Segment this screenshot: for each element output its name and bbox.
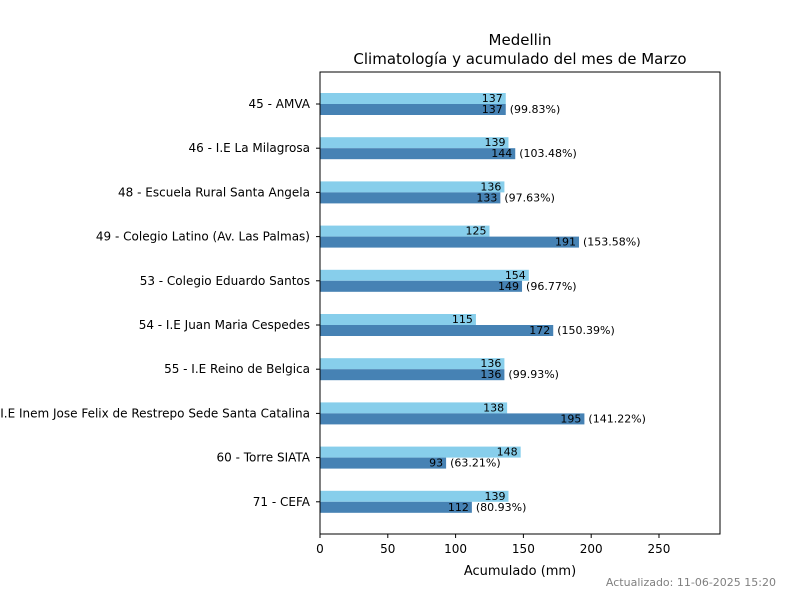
x-tick-label: 100 <box>444 542 467 556</box>
bar-climatology <box>320 269 529 281</box>
bar-value-accumulated: 195 <box>560 412 581 425</box>
bar-value-accumulated: 137 <box>482 103 503 116</box>
bar-climatology <box>320 137 509 149</box>
bar-percent-label: (153.58%) <box>583 236 641 249</box>
bar-percent-label: (99.93%) <box>508 368 559 381</box>
bar-percent-label: (97.63%) <box>504 191 555 204</box>
bar-climatology <box>320 446 521 458</box>
bar-value-accumulated: 133 <box>476 191 497 204</box>
category-label: 46 - I.E La Milagrosa <box>189 141 310 155</box>
bar-accumulated <box>320 148 516 160</box>
category-label: 54 - I.E Juan Maria Cespedes <box>139 318 310 332</box>
bar-accumulated <box>320 280 523 292</box>
bar-value-accumulated: 144 <box>491 147 512 160</box>
category-label: 57 - I.E Inem Jose Felix de Restrepo Sed… <box>0 406 310 420</box>
bar-value-climatology: 115 <box>452 313 473 326</box>
bar-value-climatology: 125 <box>465 225 486 238</box>
bar-accumulated <box>320 369 505 381</box>
bar-value-accumulated: 149 <box>498 280 519 293</box>
bar-value-climatology: 137 <box>482 92 503 105</box>
x-axis: 0 50 100 150 200 250 <box>316 534 670 556</box>
category-label: 49 - Colegio Latino (Av. Las Palmas) <box>96 230 310 244</box>
chart-title-line-1: Medellin <box>489 31 552 49</box>
x-tick-label: 200 <box>580 542 603 556</box>
x-tick-label: 250 <box>648 542 671 556</box>
bar-value-accumulated: 112 <box>448 501 469 514</box>
bar-accumulated <box>320 501 472 513</box>
x-axis-label: Acumulado (mm) <box>464 564 576 579</box>
bar-value-climatology: 139 <box>484 136 505 149</box>
bar-value-accumulated: 93 <box>429 457 443 470</box>
bar-accumulated <box>320 236 579 248</box>
updated-timestamp: Actualizado: 11-06-2025 15:20 <box>606 576 776 589</box>
bar-value-accumulated: 191 <box>555 236 576 249</box>
bar-value-accumulated: 136 <box>480 368 501 381</box>
bar-value-climatology: 139 <box>484 490 505 503</box>
bar-accumulated <box>320 457 447 469</box>
bar-percent-label: (63.21%) <box>450 457 501 470</box>
category-label: 60 - Torre SIATA <box>217 451 311 465</box>
bar-value-accumulated: 172 <box>529 324 550 337</box>
x-tick-label: 0 <box>316 542 324 556</box>
bar-accumulated <box>320 192 501 204</box>
x-tick-label: 50 <box>380 542 395 556</box>
bar-accumulated <box>320 104 506 115</box>
bar-accumulated <box>320 325 554 336</box>
chart-title-line-2: Climatología y acumulado del mes de Marz… <box>353 50 686 68</box>
category-label: 53 - Colegio Eduardo Santos <box>140 274 310 288</box>
bar-percent-label: (96.77%) <box>526 280 577 293</box>
bar-percent-label: (103.48%) <box>519 147 577 160</box>
plot-frame <box>319 71 721 535</box>
bar-value-climatology: 154 <box>505 269 526 282</box>
bar-climatology <box>320 490 509 502</box>
bar-climatology <box>320 181 505 193</box>
category-label: 48 - Escuela Rural Santa Angela <box>118 185 310 199</box>
bar-value-climatology: 136 <box>480 180 501 193</box>
bar-value-climatology: 136 <box>480 357 501 370</box>
bar-value-climatology: 148 <box>497 446 518 459</box>
bar-climatology <box>320 402 508 414</box>
category-label: 45 - AMVA <box>249 97 311 111</box>
bar-climatology <box>320 93 506 104</box>
bar-percent-label: (80.93%) <box>476 501 527 514</box>
category-label: 55 - I.E Reino de Belgica <box>164 362 310 376</box>
bar-percent-label: (150.39%) <box>557 324 615 337</box>
bar-percent-label: (99.83%) <box>510 103 561 116</box>
bar-value-climatology: 138 <box>483 401 504 414</box>
category-labels-group: 45 - AMVA 46 - I.E La Milagrosa 48 - Escu… <box>0 97 320 509</box>
bar-climatology <box>320 358 505 370</box>
bar-climatology <box>320 314 476 325</box>
bar-accumulated <box>320 413 585 425</box>
x-tick-label: 150 <box>512 542 535 556</box>
bar-climatology <box>320 225 490 237</box>
category-label: 71 - CEFA <box>253 495 311 509</box>
bar-percent-label: (141.22%) <box>588 412 646 425</box>
